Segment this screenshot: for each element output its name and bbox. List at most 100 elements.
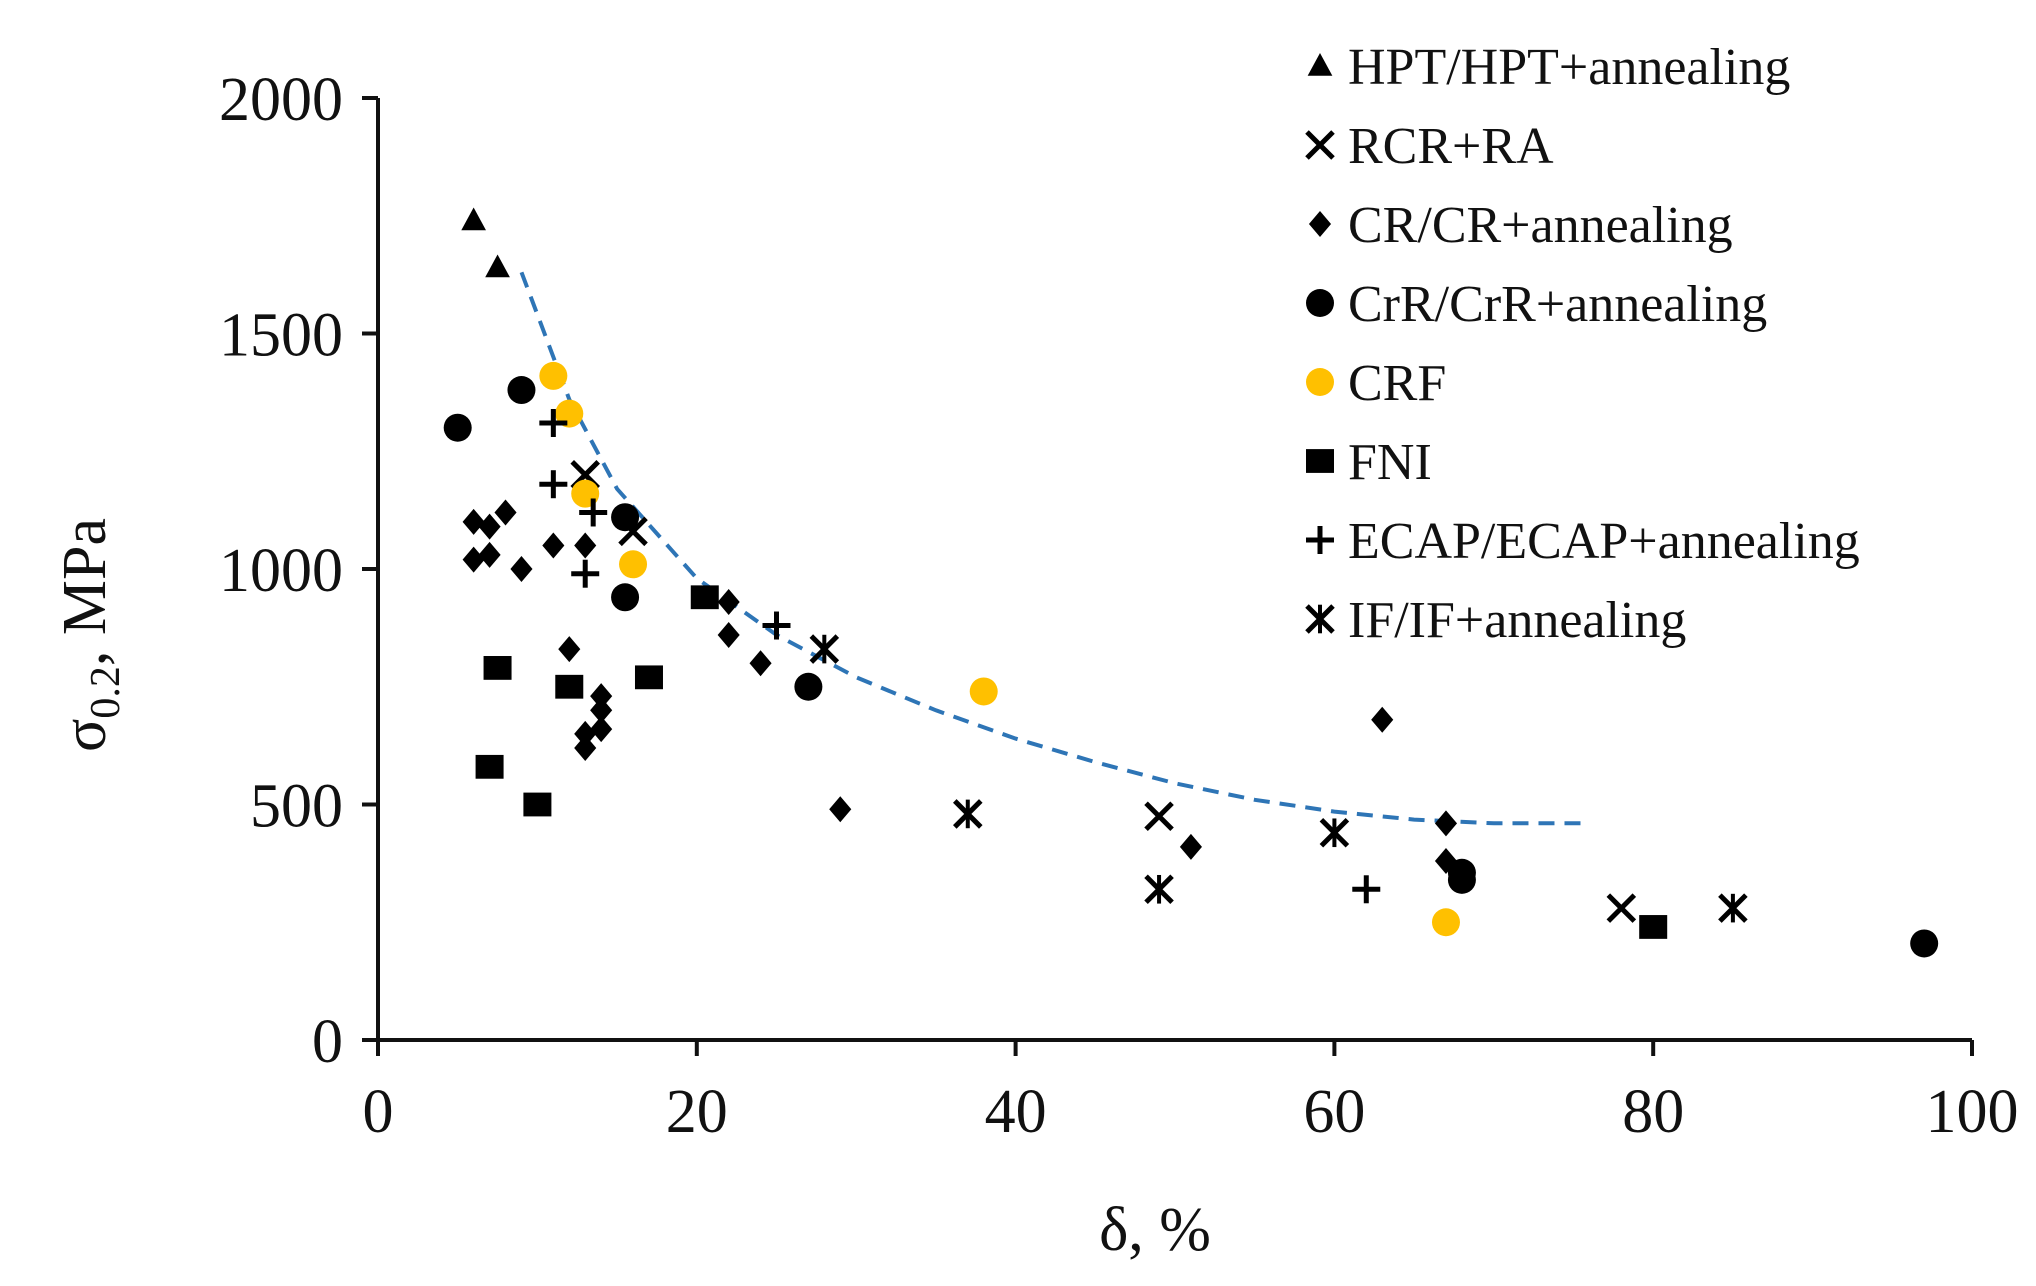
legend-label: ECAP/ECAP+annealing bbox=[1348, 513, 1860, 570]
data-point bbox=[1144, 874, 1174, 905]
legend-label: IF/IF+annealing bbox=[1348, 592, 1686, 649]
data-point bbox=[809, 634, 840, 664]
legend-marker bbox=[1306, 449, 1334, 473]
legend: HPT/HPT+annealing RCR+RA CR/CR+annealing Cr… bbox=[1305, 39, 1860, 649]
data-point bbox=[558, 636, 581, 663]
data-point bbox=[1910, 929, 1939, 958]
data-point bbox=[1371, 706, 1394, 733]
data-point bbox=[717, 588, 740, 615]
legend-item: ECAP/ECAP+annealing bbox=[1306, 513, 1860, 570]
data-point bbox=[1718, 893, 1748, 923]
data-point bbox=[1352, 875, 1381, 904]
data-point bbox=[462, 508, 485, 535]
legend-label: HPT/HPT+annealing bbox=[1348, 39, 1790, 96]
data-point bbox=[461, 207, 486, 231]
y-tick-label: 1500 bbox=[219, 302, 343, 370]
data-point bbox=[690, 585, 719, 610]
data-point bbox=[483, 656, 512, 680]
x-tick-label: 100 bbox=[1926, 1078, 2019, 1146]
legend-marker bbox=[1305, 604, 1335, 634]
data-point bbox=[1639, 915, 1668, 939]
x-tick-label: 60 bbox=[1303, 1078, 1365, 1146]
data-point bbox=[794, 672, 823, 701]
data-point bbox=[485, 254, 510, 278]
legend-item: FNI bbox=[1306, 434, 1432, 491]
data-point bbox=[478, 541, 501, 568]
data-point bbox=[619, 550, 648, 579]
data-point bbox=[574, 734, 597, 761]
y-axis-label: σ0.2, MPa bbox=[51, 518, 129, 752]
axes bbox=[362, 96, 1974, 1056]
data-point bbox=[1434, 810, 1458, 837]
y-axis-label-subscript: 0.2 bbox=[83, 666, 129, 719]
data-point bbox=[1319, 817, 1350, 848]
x-axis-label: δ, % bbox=[1099, 1196, 1211, 1264]
data-point bbox=[1431, 908, 1460, 937]
data-point bbox=[1447, 858, 1476, 887]
x-tick-label: 40 bbox=[985, 1078, 1047, 1146]
legend-item: CRF bbox=[1306, 355, 1446, 412]
x-tick-label: 0 bbox=[363, 1078, 394, 1146]
data-point bbox=[1179, 833, 1202, 860]
data-point bbox=[571, 559, 600, 588]
series-3 bbox=[443, 376, 1939, 958]
data-point bbox=[590, 716, 613, 743]
y-axis-label-rest: , MPa bbox=[51, 518, 119, 666]
legend-marker bbox=[1308, 211, 1332, 237]
x-tick-label: 80 bbox=[1622, 1078, 1684, 1146]
trendline bbox=[519, 271, 1590, 826]
legend-marker bbox=[1306, 368, 1334, 396]
legend-item: CR/CR+annealing bbox=[1308, 197, 1733, 254]
data-points bbox=[443, 207, 1939, 958]
data-point bbox=[579, 498, 608, 527]
data-point bbox=[611, 503, 640, 532]
data-point bbox=[749, 650, 772, 677]
data-point bbox=[539, 361, 568, 390]
series-4 bbox=[539, 361, 1460, 937]
data-point bbox=[555, 674, 584, 699]
data-point bbox=[1606, 893, 1637, 923]
legend-marker bbox=[1307, 53, 1333, 76]
data-point bbox=[542, 532, 565, 559]
data-point bbox=[829, 796, 852, 823]
data-point bbox=[953, 799, 983, 829]
data-point bbox=[590, 683, 613, 710]
data-point bbox=[443, 413, 472, 442]
legend-item: IF/IF+annealing bbox=[1305, 592, 1686, 649]
data-point bbox=[969, 677, 998, 706]
data-point bbox=[539, 408, 568, 437]
legend-marker bbox=[1306, 526, 1334, 554]
legend-label: FNI bbox=[1348, 434, 1432, 491]
data-point bbox=[574, 720, 597, 747]
data-point bbox=[510, 556, 533, 582]
y-axis-label-main: σ bbox=[51, 719, 119, 752]
y-tick-label: 500 bbox=[250, 773, 343, 841]
legend-item: CrR/CrR+annealing bbox=[1306, 276, 1767, 333]
data-point bbox=[494, 499, 517, 526]
legend-label: CRF bbox=[1348, 355, 1446, 412]
data-point bbox=[590, 697, 613, 724]
y-tick-label: 1000 bbox=[219, 537, 343, 605]
data-point bbox=[462, 546, 485, 573]
series-5 bbox=[475, 585, 1668, 939]
data-point bbox=[634, 665, 663, 690]
series-2 bbox=[462, 499, 1458, 875]
data-point bbox=[762, 611, 791, 640]
data-point bbox=[574, 532, 597, 559]
series-6 bbox=[539, 408, 1381, 904]
y-tick-label: 2000 bbox=[219, 66, 343, 134]
legend-label: CrR/CrR+annealing bbox=[1348, 276, 1767, 333]
legend-marker bbox=[1305, 130, 1335, 160]
data-point bbox=[539, 470, 568, 499]
x-tick-label: 20 bbox=[666, 1078, 728, 1146]
data-point bbox=[611, 583, 640, 612]
data-point bbox=[475, 754, 504, 779]
legend-label: RCR+RA bbox=[1348, 118, 1554, 175]
data-point bbox=[1144, 801, 1174, 832]
data-point bbox=[507, 376, 536, 405]
series-7 bbox=[809, 634, 1748, 923]
data-point bbox=[717, 621, 740, 648]
legend-label: CR/CR+annealing bbox=[1348, 197, 1733, 254]
